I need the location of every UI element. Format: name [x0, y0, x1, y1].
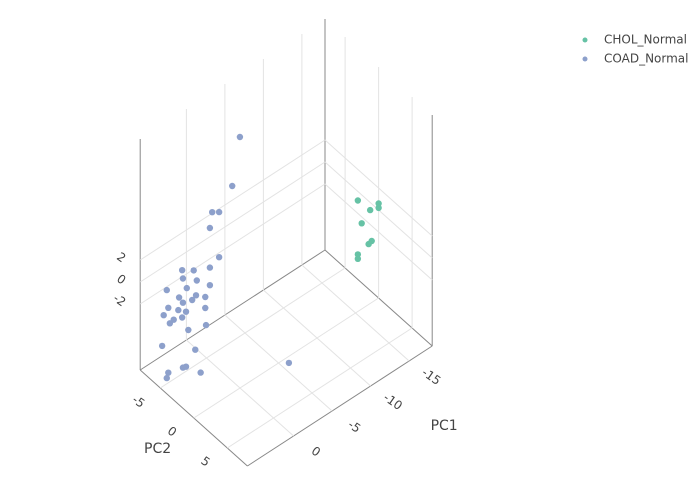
legend-label: COAD_Normal [604, 52, 688, 66]
grid-line [324, 139, 433, 237]
point [179, 275, 187, 282]
point [366, 206, 374, 214]
grid-line [324, 183, 433, 281]
point [179, 364, 187, 371]
x-tick-label: -10 [381, 390, 405, 413]
box-edge [139, 369, 248, 467]
grid-line [160, 267, 346, 389]
point [178, 314, 186, 321]
box-edge [139, 249, 326, 371]
point [202, 321, 210, 329]
legend-label: CHOL_Normal [604, 33, 687, 47]
y-tick-label: 5 [198, 454, 212, 470]
legend-marker [582, 56, 588, 62]
point [188, 296, 196, 304]
point [354, 197, 362, 204]
point [202, 304, 209, 312]
point [354, 251, 362, 258]
point [229, 182, 236, 190]
point [163, 374, 170, 382]
point [236, 133, 244, 141]
point [175, 294, 183, 301]
point [193, 277, 200, 284]
point [163, 286, 170, 294]
point [206, 224, 214, 232]
point [158, 342, 166, 350]
x-tick-label: -5 [345, 417, 363, 435]
point [166, 320, 174, 327]
y-tick-label: 0 [165, 424, 179, 440]
point [182, 308, 190, 315]
point [202, 293, 209, 301]
point [215, 254, 223, 261]
point [179, 299, 187, 306]
y-tick-label: -5 [130, 392, 148, 410]
grid-line [227, 327, 413, 449]
x-tick-label: 0 [309, 444, 323, 460]
point [175, 306, 182, 314]
legend-marker [582, 37, 588, 43]
point [185, 326, 192, 334]
x-tick-label: -15 [419, 365, 443, 388]
point [192, 346, 199, 353]
point [192, 292, 200, 299]
grid-line [139, 139, 326, 261]
z-tick-label: 0 [114, 271, 128, 287]
point [354, 255, 362, 262]
point [285, 359, 293, 367]
y-axis-title: PC2 [144, 441, 171, 457]
point [206, 264, 214, 271]
box-edge [247, 345, 433, 467]
point [190, 267, 197, 274]
point [160, 312, 167, 319]
point [375, 200, 382, 207]
grid-line [193, 297, 379, 419]
point [183, 284, 190, 292]
z-tick-label: 2 [114, 249, 128, 265]
point [358, 220, 365, 227]
point [375, 204, 382, 212]
point [215, 208, 223, 216]
x-axis-title: PC1 [431, 418, 458, 434]
point [206, 282, 214, 289]
grid-line [139, 183, 326, 305]
point [165, 304, 172, 311]
point [178, 267, 186, 274]
grid-line [139, 161, 326, 283]
z-tick-label: -2 [111, 291, 129, 309]
point [365, 240, 372, 248]
point [197, 369, 204, 376]
point [165, 369, 172, 376]
point [209, 209, 216, 216]
